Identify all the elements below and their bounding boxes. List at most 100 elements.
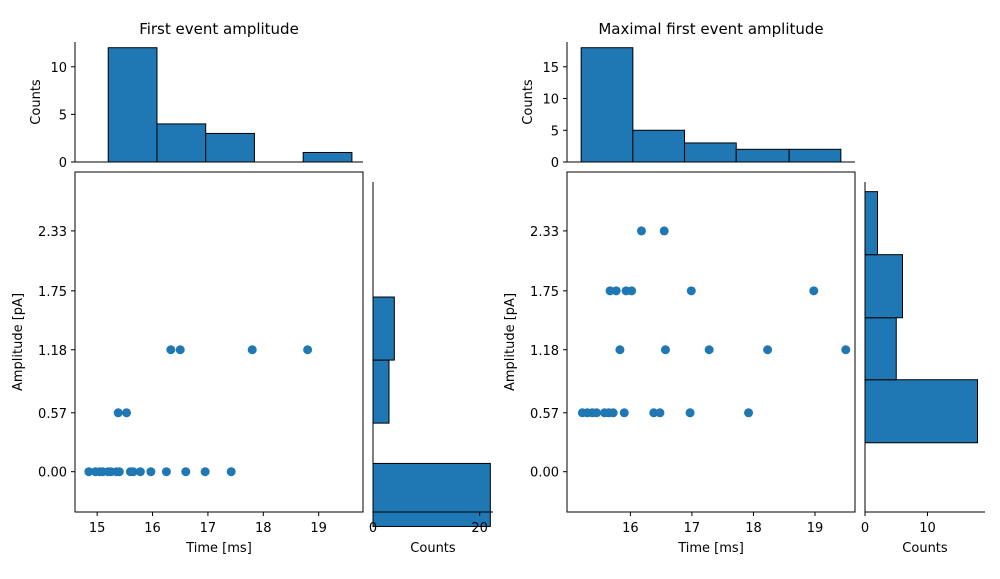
right-hist-xlabel: Counts	[410, 541, 456, 556]
scatter-point	[619, 408, 629, 418]
scatter-point	[113, 408, 123, 418]
top-hist-ytick-label: 5	[551, 124, 559, 139]
right-hist-xtick-label: 0	[861, 521, 869, 536]
scatter-point	[659, 226, 669, 236]
scatter-point	[685, 408, 695, 418]
scatter-point	[704, 345, 714, 355]
right-histogram: 0 20 Counts	[369, 182, 493, 556]
top-hist-bar	[632, 129, 686, 163]
scatter-ylabel: Amplitude [pA]	[503, 293, 518, 391]
scatter-xtick-label: 16	[622, 521, 639, 536]
top-hist-ytick-label: 10	[542, 93, 559, 108]
scatter-point	[175, 345, 185, 355]
scatter-point	[226, 467, 236, 477]
scatter-point	[135, 467, 145, 477]
scatter-point	[608, 408, 618, 418]
top-hist-ytick-label: 5	[59, 108, 67, 123]
scatter-frame	[74, 171, 364, 513]
top-hist-bar	[684, 142, 737, 163]
scatter-ytick-label: 2.33	[38, 225, 67, 240]
scatter-frame	[566, 171, 856, 513]
scatter-ytick-label: 2.33	[530, 225, 559, 240]
scatter-point	[660, 345, 670, 355]
scatter-point	[611, 286, 621, 296]
scatter-xtick-label: 17	[200, 521, 217, 536]
top-hist-bar	[580, 47, 634, 163]
chart-title: Maximal first event amplitude	[598, 20, 823, 38]
top-hist-ytick-label: 15	[542, 61, 559, 76]
scatter-point	[128, 467, 138, 477]
top-hist-bar	[156, 123, 207, 163]
top-hist-ytick-label: 0	[551, 156, 559, 171]
scatter-plot: 16 17 18 19 0.00 0.57 1.18 1.75 2.33 Time [ms] Amp…	[503, 171, 856, 556]
top-histogram: 0 5 10 15 Counts	[521, 42, 855, 171]
scatter-ylabel: Amplitude [pA]	[11, 293, 26, 391]
right-histogram: 0 10 Counts	[861, 182, 985, 556]
right-hist-xtick-label: 20	[471, 521, 488, 536]
scatter-ytick-label: 0.57	[530, 407, 559, 422]
scatter-point	[686, 286, 696, 296]
chart-title: First event amplitude	[139, 20, 299, 38]
scatter-point	[166, 345, 176, 355]
scatter-xlabel: Time [ms]	[185, 541, 252, 556]
scatter-point	[181, 467, 191, 477]
scatter-point	[809, 286, 819, 296]
top-hist-bar	[302, 151, 353, 163]
scatter-point	[161, 467, 171, 477]
right-hist-bar	[372, 359, 390, 424]
scatter-xtick-label: 19	[310, 521, 327, 536]
right-hist-xlabel: Counts	[902, 541, 948, 556]
right-hist-xtick-label: 0	[369, 521, 377, 536]
top-hist-bar	[205, 132, 255, 163]
top-hist-bar	[735, 148, 790, 163]
scatter-xtick-label: 17	[684, 521, 701, 536]
scatter-point	[744, 408, 754, 418]
top-hist-bar	[788, 148, 842, 163]
chart-panel-2: 0 5 10 15 Counts Maximal first event amplitud…	[503, 20, 985, 556]
scatter-ytick-label: 1.18	[530, 344, 559, 359]
top-hist-ylabel: Counts	[521, 79, 536, 125]
scatter-point	[84, 467, 94, 477]
scatter-xtick-label: 16	[144, 521, 161, 536]
scatter-ytick-label: 1.75	[38, 285, 67, 300]
scatter-point	[841, 345, 851, 355]
scatter-point	[655, 408, 665, 418]
scatter-xtick-label: 19	[807, 521, 824, 536]
top-histogram: 0 5 10 Counts	[29, 42, 363, 171]
right-hist-bar	[864, 191, 878, 256]
scatter-point	[636, 226, 646, 236]
scatter-ytick-label: 1.75	[530, 285, 559, 300]
scatter-xtick-label: 15	[89, 521, 106, 536]
right-hist-bar	[372, 462, 491, 527]
scatter-point	[605, 286, 615, 296]
scatter-point	[122, 408, 132, 418]
scatter-xlabel: Time [ms]	[677, 541, 744, 556]
scatter-point	[114, 467, 124, 477]
scatter-point	[303, 345, 313, 355]
scatter-point	[146, 467, 156, 477]
scatter-point	[200, 467, 210, 477]
scatter-ytick-label: 0.00	[530, 466, 559, 481]
scatter-ytick-label: 0.57	[38, 407, 67, 422]
scatter-ytick-label: 0.00	[38, 466, 67, 481]
scatter-point	[763, 345, 773, 355]
scatter-point	[649, 408, 659, 418]
scatter-xtick-label: 18	[745, 521, 762, 536]
scatter-point	[247, 345, 257, 355]
scatter-point	[592, 408, 602, 418]
scatter-xtick-label: 18	[255, 521, 272, 536]
scatter-point	[615, 345, 625, 355]
right-hist-bar	[864, 254, 903, 319]
scatter-point	[627, 286, 637, 296]
top-hist-ytick-label: 10	[50, 61, 67, 76]
right-hist-xtick-label: 10	[919, 521, 936, 536]
right-hist-bar	[864, 379, 978, 444]
scatter-ytick-label: 1.18	[38, 344, 67, 359]
right-hist-bar	[864, 317, 897, 381]
top-hist-bar	[107, 47, 158, 163]
scatter-plot: 15 16 17 18 19 0.00 0.57 1.18 1.75 2.33 Time [ms] A…	[11, 171, 364, 556]
top-hist-ylabel: Counts	[29, 79, 44, 125]
right-hist-bar	[372, 296, 395, 361]
